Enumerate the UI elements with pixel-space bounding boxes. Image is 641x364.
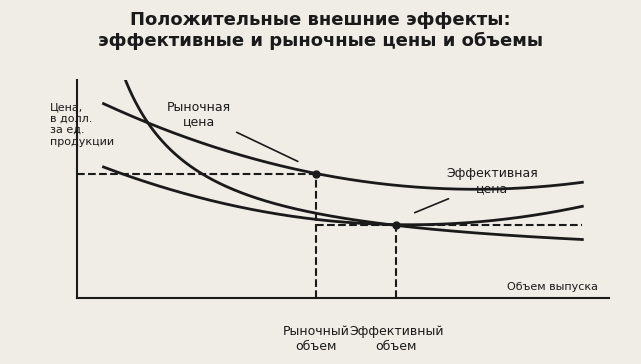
Text: Объем выпуска: Объем выпуска bbox=[507, 282, 598, 292]
Text: Цена,
в долл.
за ед.
продукции: Цена, в долл. за ед. продукции bbox=[50, 102, 115, 147]
Text: Положительные внешние эффекты:
эффективные и рыночные цены и объемы: Положительные внешние эффекты: эффективн… bbox=[98, 11, 543, 50]
Text: Эффективный
объем: Эффективный объем bbox=[349, 325, 444, 353]
Text: Рыночная
цена: Рыночная цена bbox=[167, 100, 298, 162]
Text: Эффективная
цена: Эффективная цена bbox=[415, 167, 538, 213]
Text: Рыночный
объем: Рыночный объем bbox=[283, 325, 350, 353]
